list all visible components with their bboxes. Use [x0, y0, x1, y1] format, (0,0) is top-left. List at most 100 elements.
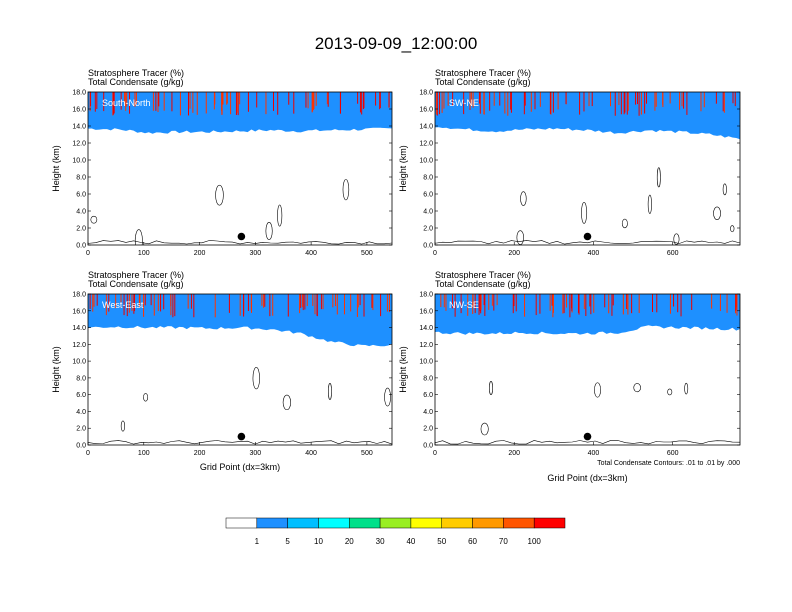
colorbar-label: 30: [376, 537, 385, 546]
colorbar-label: 50: [437, 537, 446, 546]
x-tick-label: 200: [508, 450, 520, 457]
panel-label-bottom: Total Condensate (g/kg): [435, 279, 531, 289]
condensate-cell: [656, 167, 661, 188]
plot-area: [88, 294, 392, 445]
colorbar-label: 100: [528, 537, 542, 546]
condensate-cell: [673, 233, 680, 245]
y-axis-label: Height (km): [398, 346, 408, 393]
x-tick-label: 0: [86, 250, 90, 257]
colorbar-box: [287, 517, 319, 529]
y-tick-label: 6.0: [76, 392, 86, 399]
plot-area: [435, 92, 740, 245]
y-tick-label: 10.0: [419, 158, 433, 165]
plot-frame: [87, 91, 393, 246]
location-marker: [583, 232, 592, 241]
x-tick-label: 400: [305, 450, 317, 457]
colorbar-box: [379, 517, 412, 529]
x-tick-label: 200: [194, 450, 206, 457]
y-tick-label: 4.0: [423, 209, 433, 216]
y-tick-label: 18.0: [72, 90, 86, 97]
panel-west-east: Stratosphere Tracer (%)Total Condensate …: [51, 270, 393, 472]
condensate-cell: [581, 202, 588, 224]
panel-nw-se: Stratosphere Tracer (%)Total Condensate …: [398, 270, 741, 483]
y-tick-label: 2.0: [423, 426, 433, 433]
y-tick-label: 4.0: [76, 209, 86, 216]
condensate-cell: [520, 191, 527, 206]
condensate-contour: [88, 440, 392, 445]
panels: Stratosphere Tracer (%)Total Condensate …: [51, 68, 741, 483]
panel-south-north: Stratosphere Tracer (%)Total Condensate …: [51, 68, 393, 257]
condensate-cell: [633, 383, 641, 393]
x-tick-label: 400: [305, 250, 317, 257]
x-tick-label: 500: [361, 450, 373, 457]
x-tick-label: 0: [433, 450, 437, 457]
y-tick-label: 4.0: [423, 409, 433, 416]
colorbar-label: 20: [345, 537, 354, 546]
condensate-cell: [215, 184, 224, 206]
condensate-cell: [277, 204, 283, 227]
location-marker: [583, 432, 592, 441]
panel-name: West-East: [102, 300, 144, 310]
figure-title: 2013-09-09_12:00:00: [315, 34, 478, 53]
x-tick-label: 400: [588, 450, 600, 457]
y-tick-label: 6.0: [423, 192, 433, 199]
condensate-cell: [120, 420, 126, 432]
condensate-cell: [667, 388, 673, 396]
y-tick-label: 14.0: [419, 325, 433, 332]
panel-name: South-North: [102, 98, 151, 108]
y-tick-label: 10.0: [72, 359, 86, 366]
y-tick-label: 6.0: [76, 192, 86, 199]
plot-frame: [87, 293, 393, 446]
colorbar: 1 5 10 20 30 40 50 60 70 100: [225, 517, 566, 546]
x-tick-label: 400: [588, 250, 600, 257]
x-tick-label: 300: [249, 450, 261, 457]
condensate-cell: [265, 222, 273, 240]
y-tick-label: 16.0: [419, 308, 433, 315]
panel-label-top: Stratosphere Tracer (%): [88, 68, 184, 78]
y-tick-label: 12.0: [72, 342, 86, 349]
y-tick-label: 14.0: [72, 325, 86, 332]
y-tick-label: 10.0: [419, 359, 433, 366]
condensate-cell: [722, 183, 727, 196]
colorbar-label: 60: [468, 537, 477, 546]
y-tick-label: 14.0: [72, 124, 86, 131]
condensate-cell: [90, 215, 98, 224]
panel-label-top: Stratosphere Tracer (%): [88, 270, 184, 280]
x-tick-label: 100: [138, 450, 150, 457]
colorbar-box: [441, 517, 473, 529]
condensate-cell: [730, 225, 735, 233]
y-tick-label: 2.0: [76, 226, 86, 233]
y-tick-label: 16.0: [72, 308, 86, 315]
colorbar-label: 40: [406, 537, 415, 546]
plot-area: [435, 294, 740, 445]
condensate-cell: [143, 393, 149, 402]
colorbar-box: [318, 517, 350, 529]
colorbar-box: [410, 517, 442, 529]
contour-note: Total Condensate Contours: .01 to .01 by…: [597, 460, 740, 467]
condensate-cell: [282, 394, 292, 411]
y-tick-label: 0.0: [423, 443, 433, 450]
panel-label-bottom: Total Condensate (g/kg): [88, 77, 184, 87]
y-axis-label: Height (km): [51, 346, 61, 393]
condensate-cell: [713, 206, 721, 220]
condensate-contour: [435, 240, 740, 245]
panel-sw-ne: Stratosphere Tracer (%)Total Condensate …: [398, 68, 741, 257]
y-tick-label: 0.0: [76, 243, 86, 250]
y-tick-label: 4.0: [76, 409, 86, 416]
y-axis-label: Height (km): [51, 145, 61, 192]
y-tick-label: 8.0: [76, 375, 86, 382]
y-tick-label: 6.0: [423, 392, 433, 399]
x-tick-label: 500: [361, 250, 373, 257]
condensate-cell: [384, 387, 391, 407]
tracer-band: [435, 294, 740, 335]
colorbar-label: 1: [255, 537, 260, 546]
condensate-cell: [252, 367, 260, 390]
y-tick-label: 10.0: [72, 158, 86, 165]
location-marker: [237, 232, 246, 241]
x-tick-label: 300: [249, 250, 261, 257]
condensate-cell: [328, 383, 332, 400]
y-tick-label: 12.0: [419, 141, 433, 148]
colorbar-label: 10: [314, 537, 323, 546]
plot-area: [88, 92, 392, 245]
x-axis-label: Grid Point (dx=3km): [547, 473, 627, 483]
